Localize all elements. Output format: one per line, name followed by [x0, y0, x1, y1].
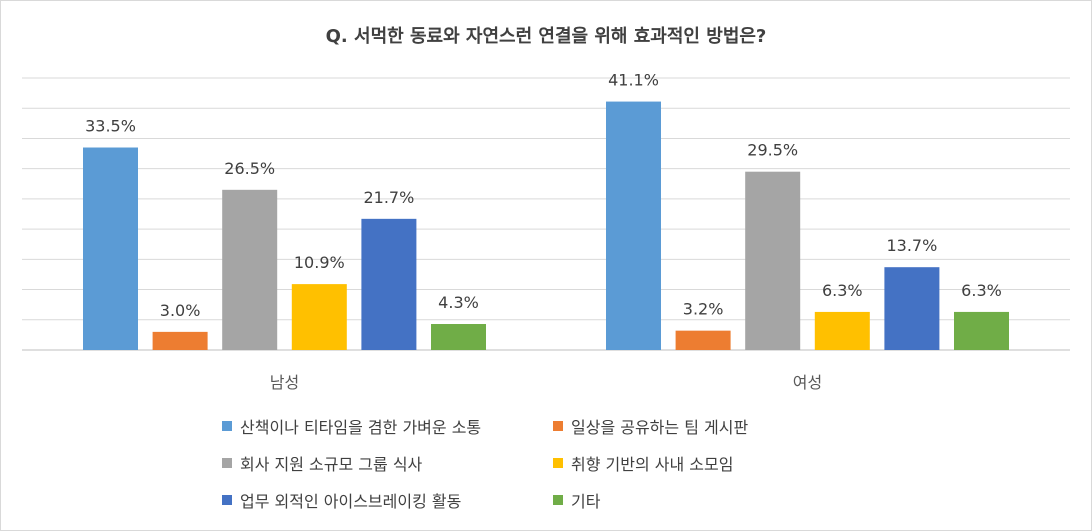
- data-label: 41.1%: [608, 71, 659, 90]
- legend-swatch: [553, 458, 563, 468]
- legend-label: 회사 지원 소규모 그룹 식사: [240, 455, 423, 474]
- data-label: 13.7%: [886, 236, 937, 255]
- data-label: 4.3%: [438, 293, 479, 312]
- legend-swatch: [222, 458, 232, 468]
- category-label: 남성: [270, 373, 299, 392]
- legend-item: 기타: [553, 488, 600, 512]
- data-label: 33.5%: [85, 117, 136, 136]
- legend-swatch: [222, 495, 232, 505]
- bar: [745, 171, 801, 350]
- bar: [83, 147, 138, 350]
- legend-swatch: [222, 421, 232, 431]
- legend-swatch: [553, 421, 563, 431]
- legend-item: 업무 외적인 아이스브레이킹 활동: [222, 488, 461, 512]
- data-label: 6.3%: [822, 281, 863, 300]
- bar: [606, 101, 661, 350]
- legend-item: 취향 기반의 사내 소모임: [553, 451, 733, 475]
- bar: [291, 284, 347, 350]
- data-label: 29.5%: [747, 141, 798, 160]
- bar: [361, 218, 417, 350]
- data-label: 10.9%: [294, 253, 345, 272]
- legend-label: 취향 기반의 사내 소모임: [571, 455, 734, 474]
- legend-item: 산책이나 티타임을 겸한 가벼운 소통: [222, 414, 481, 438]
- data-label: 21.7%: [363, 188, 414, 207]
- legend-item: 회사 지원 소규모 그룹 식사: [222, 451, 422, 475]
- bar: [954, 311, 1009, 350]
- bar: [431, 324, 486, 350]
- bar: [222, 189, 278, 350]
- data-label: 3.0%: [160, 301, 201, 320]
- data-label: 6.3%: [961, 281, 1002, 300]
- legend-item: 일상을 공유하는 팀 게시판: [553, 414, 748, 438]
- data-label: 26.5%: [224, 159, 275, 178]
- bar: [675, 330, 731, 350]
- bar: [884, 267, 940, 350]
- data-label: 3.2%: [683, 300, 724, 319]
- legend-label: 산책이나 티타임을 겸한 가벼운 소통: [240, 418, 482, 437]
- bar: [152, 331, 208, 350]
- legend-swatch: [553, 495, 563, 505]
- legend-label: 업무 외적인 아이스브레이킹 활동: [240, 492, 462, 511]
- chart-title: Q. 서먹한 동료와 자연스런 연결을 위해 효과적인 방법은?: [325, 26, 767, 47]
- category-label: 여성: [793, 373, 822, 392]
- bar: [814, 311, 870, 350]
- legend-label: 기타: [571, 492, 601, 511]
- legend-label: 일상을 공유하는 팀 게시판: [571, 418, 749, 437]
